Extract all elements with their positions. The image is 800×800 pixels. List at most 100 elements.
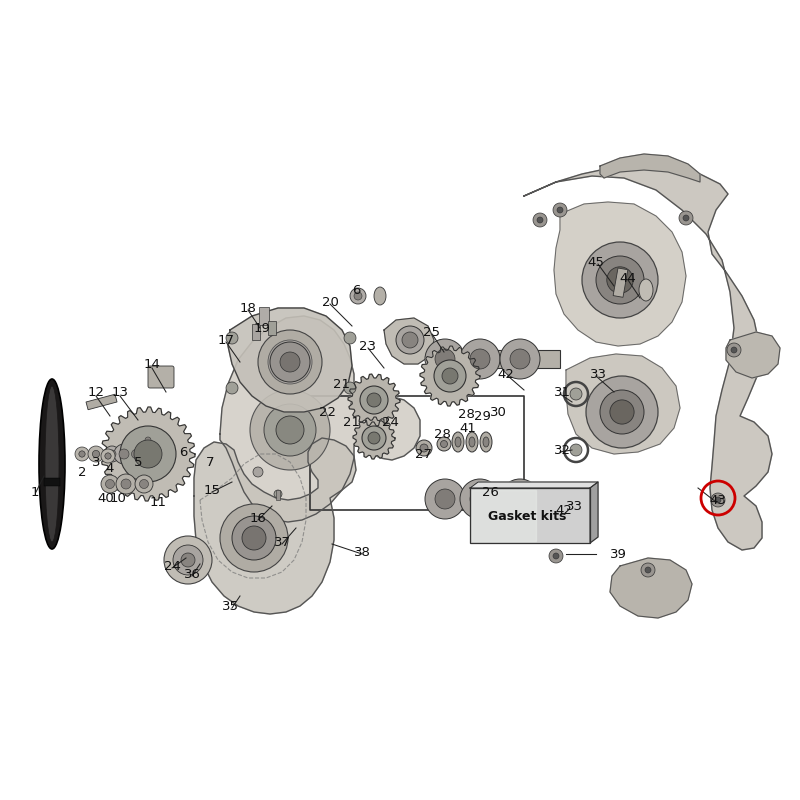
Circle shape [510, 489, 530, 509]
Circle shape [731, 347, 737, 353]
Circle shape [93, 450, 100, 458]
Text: 13: 13 [111, 386, 129, 398]
Bar [44, 478, 60, 486]
Text: 42: 42 [555, 503, 573, 517]
Ellipse shape [416, 440, 432, 456]
Circle shape [510, 349, 530, 369]
Circle shape [533, 213, 547, 227]
Circle shape [570, 388, 582, 400]
Polygon shape [220, 316, 420, 522]
Text: 25: 25 [423, 326, 441, 338]
Polygon shape [420, 346, 480, 406]
Polygon shape [524, 166, 772, 550]
Text: 39: 39 [610, 547, 626, 561]
Ellipse shape [39, 379, 65, 549]
Circle shape [274, 490, 282, 498]
Circle shape [368, 432, 380, 444]
Circle shape [258, 330, 322, 394]
Circle shape [435, 489, 455, 509]
Circle shape [142, 434, 154, 446]
Bar [259, 307, 269, 325]
Text: 30: 30 [490, 406, 506, 418]
Text: 29: 29 [474, 410, 490, 422]
Circle shape [127, 445, 145, 463]
Polygon shape [194, 438, 356, 614]
Text: 42: 42 [498, 367, 514, 381]
Circle shape [425, 339, 465, 379]
Ellipse shape [483, 437, 489, 447]
Text: 38: 38 [354, 546, 370, 558]
Ellipse shape [441, 441, 447, 447]
Ellipse shape [420, 444, 428, 452]
Circle shape [557, 207, 563, 213]
Circle shape [500, 339, 540, 379]
Circle shape [582, 242, 658, 318]
Circle shape [350, 288, 366, 304]
Polygon shape [566, 354, 680, 454]
Circle shape [679, 211, 693, 225]
Ellipse shape [466, 432, 478, 452]
Text: 24: 24 [163, 559, 181, 573]
Circle shape [600, 390, 644, 434]
Text: 10: 10 [110, 491, 126, 505]
Circle shape [242, 526, 266, 550]
Circle shape [460, 479, 500, 519]
Text: 16: 16 [250, 511, 266, 525]
Circle shape [105, 453, 111, 459]
Circle shape [641, 563, 655, 577]
Circle shape [116, 474, 136, 494]
Text: 20: 20 [322, 295, 338, 309]
Circle shape [131, 450, 141, 458]
Text: Gasket kits: Gasket kits [489, 510, 566, 523]
Circle shape [460, 339, 500, 379]
Polygon shape [554, 202, 686, 346]
Circle shape [610, 400, 634, 424]
Circle shape [264, 404, 316, 456]
Polygon shape [101, 407, 195, 501]
Circle shape [354, 292, 362, 300]
Circle shape [114, 444, 134, 464]
Circle shape [470, 349, 490, 369]
Text: 32: 32 [554, 443, 570, 457]
Circle shape [606, 266, 634, 293]
Text: 17: 17 [218, 334, 234, 346]
Circle shape [164, 536, 212, 584]
Circle shape [396, 326, 424, 354]
Circle shape [120, 426, 176, 482]
Circle shape [226, 382, 238, 394]
Circle shape [135, 475, 153, 493]
Circle shape [181, 553, 195, 567]
Text: 2: 2 [78, 466, 86, 478]
Circle shape [250, 390, 330, 470]
Text: 37: 37 [274, 535, 290, 549]
Text: 21: 21 [343, 415, 361, 429]
Text: 21: 21 [334, 378, 350, 390]
Circle shape [145, 437, 151, 443]
Circle shape [344, 382, 356, 394]
Polygon shape [353, 417, 395, 459]
Bar [86, 394, 117, 410]
Circle shape [88, 446, 104, 462]
Circle shape [596, 256, 644, 304]
Ellipse shape [469, 437, 475, 447]
Text: 28: 28 [458, 407, 474, 421]
Circle shape [402, 332, 418, 348]
Text: 1: 1 [30, 486, 39, 498]
Text: 45: 45 [587, 255, 605, 269]
Circle shape [367, 393, 381, 407]
Polygon shape [590, 482, 598, 543]
Text: 19: 19 [254, 322, 270, 334]
Circle shape [425, 479, 465, 519]
Circle shape [683, 215, 689, 221]
Circle shape [232, 516, 276, 560]
Circle shape [280, 352, 300, 372]
Text: 5: 5 [134, 455, 142, 469]
Text: 23: 23 [359, 339, 377, 353]
Text: 27: 27 [415, 447, 433, 461]
Circle shape [276, 416, 304, 444]
Circle shape [173, 545, 203, 575]
Circle shape [470, 489, 490, 509]
Ellipse shape [452, 432, 464, 452]
Circle shape [270, 342, 310, 382]
Circle shape [435, 349, 455, 369]
